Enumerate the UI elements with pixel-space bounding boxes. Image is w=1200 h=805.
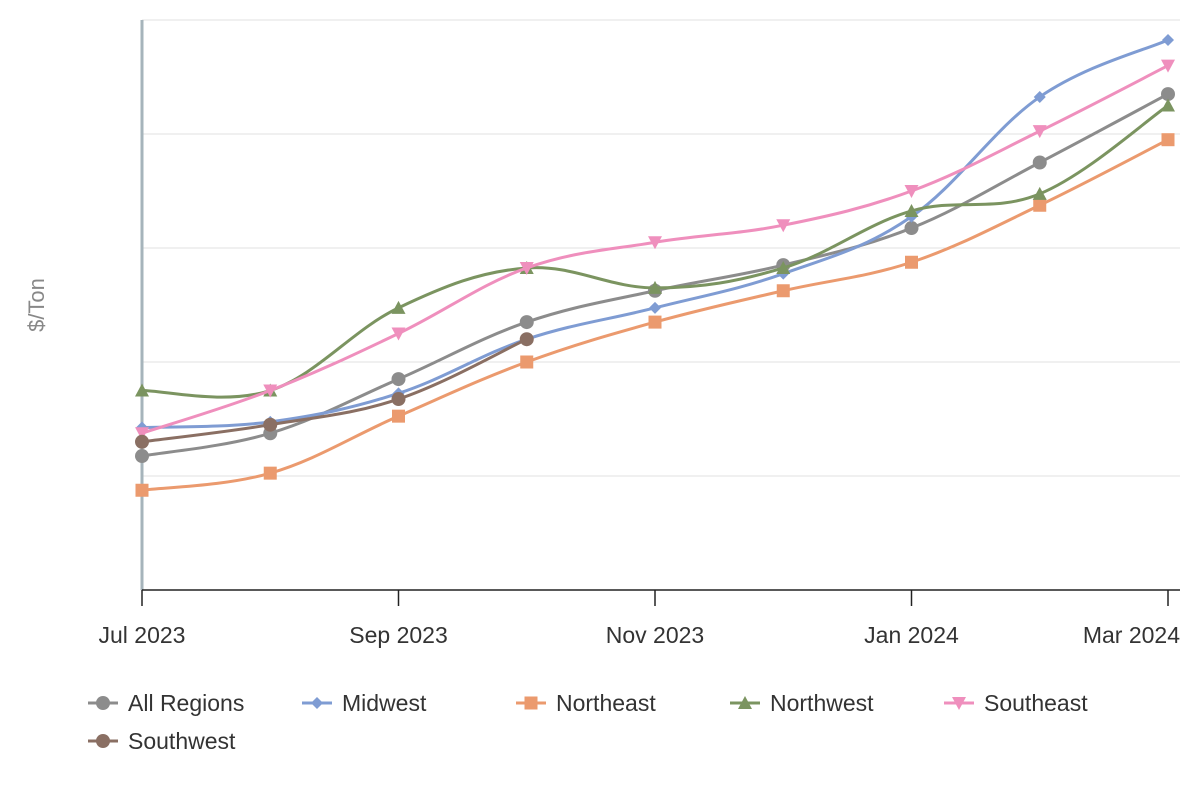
data-point-southeast [904, 185, 919, 198]
data-point-northwest [776, 260, 791, 274]
data-point-southeast [391, 327, 406, 341]
data-point-northeast [263, 466, 277, 480]
data-point-northwest [904, 203, 919, 217]
data-point-all-regions [519, 315, 534, 330]
series-line-northeast [140, 138, 1170, 492]
series-line-midwest [140, 38, 1170, 430]
data-point-northwest [1161, 98, 1175, 112]
data-point-northwest [1032, 186, 1047, 200]
series-line-northwest [140, 104, 1170, 399]
legend-label: Northeast [556, 690, 656, 716]
series-lines [135, 33, 1175, 497]
legend: All Regions Midwest Northeast Northwest Sout… [88, 690, 1088, 754]
data-point-northeast [905, 255, 918, 269]
data-point-southeast [1161, 59, 1175, 73]
legend-marker [524, 696, 538, 710]
series-all-regions [135, 87, 1175, 464]
data-point-northeast [776, 284, 790, 298]
data-point-southwest [263, 417, 278, 432]
legend-label: Northwest [770, 690, 874, 716]
data-point-midwest [649, 301, 661, 314]
series-line-southwest [140, 337, 529, 444]
legend-item-northwest[interactable]: Northwest [730, 690, 874, 716]
legend-label: All Regions [128, 690, 244, 716]
legend-item-southwest[interactable]: Southwest [88, 728, 236, 754]
data-point-northwest [648, 280, 662, 294]
legend-marker [96, 734, 110, 748]
legend-marker [952, 697, 966, 710]
data-point-southeast [519, 261, 534, 275]
legend-label: Southwest [128, 728, 236, 754]
data-point-all-regions [135, 449, 149, 464]
data-point-southwest [391, 392, 406, 407]
series-northeast [135, 133, 1175, 497]
legend-marker [96, 696, 110, 710]
data-point-all-regions [1032, 155, 1047, 170]
series-line-all-regions [140, 92, 1170, 458]
data-point-midwest [1162, 33, 1174, 46]
data-point-northwest [135, 383, 149, 397]
legend-label: Southeast [984, 690, 1088, 716]
x-tick-label: Nov 2023 [606, 622, 704, 648]
x-tick-label: Sep 2023 [349, 622, 447, 648]
x-tick-label: Jul 2023 [99, 622, 186, 648]
legend-item-southeast[interactable]: Southeast [944, 690, 1088, 716]
data-point-southeast [263, 384, 278, 398]
data-point-southeast [1032, 125, 1047, 139]
data-point-southwest [135, 434, 149, 449]
data-point-southeast [648, 236, 662, 250]
legend-item-midwest[interactable]: Midwest [302, 690, 427, 716]
series-southeast [135, 59, 1175, 441]
legend-item-northeast[interactable]: Northeast [516, 690, 656, 716]
legend-label: Midwest [342, 690, 427, 716]
data-point-northeast [1033, 198, 1047, 212]
data-point-northeast [520, 355, 534, 369]
x-tick-label: Jan 2024 [864, 622, 959, 648]
grid-lines [142, 19, 1180, 477]
data-point-northeast [135, 483, 149, 497]
data-point-all-regions [391, 372, 406, 387]
data-point-southeast [135, 427, 149, 441]
x-axis-ticks: Jul 2023 Sep 2023 Nov 2023 Jan 2024 Mar 2024 [99, 590, 1180, 648]
data-point-all-regions [1161, 87, 1175, 102]
data-point-southeast [776, 219, 791, 233]
legend-marker [311, 697, 323, 709]
legend-marker [738, 696, 752, 709]
data-point-midwest [1033, 90, 1046, 103]
data-point-southwest [519, 332, 534, 347]
data-point-all-regions [904, 221, 919, 236]
data-point-northeast [1161, 133, 1175, 147]
data-point-northeast [392, 409, 405, 423]
data-point-northwest [391, 300, 406, 314]
series-midwest [136, 33, 1174, 434]
x-tick-label: Mar 2024 [1083, 622, 1180, 648]
y-axis-title: $/Ton [24, 278, 49, 332]
data-point-northeast [648, 315, 662, 329]
legend-item-all-regions[interactable]: All Regions [88, 690, 244, 716]
series-southwest [135, 332, 534, 449]
